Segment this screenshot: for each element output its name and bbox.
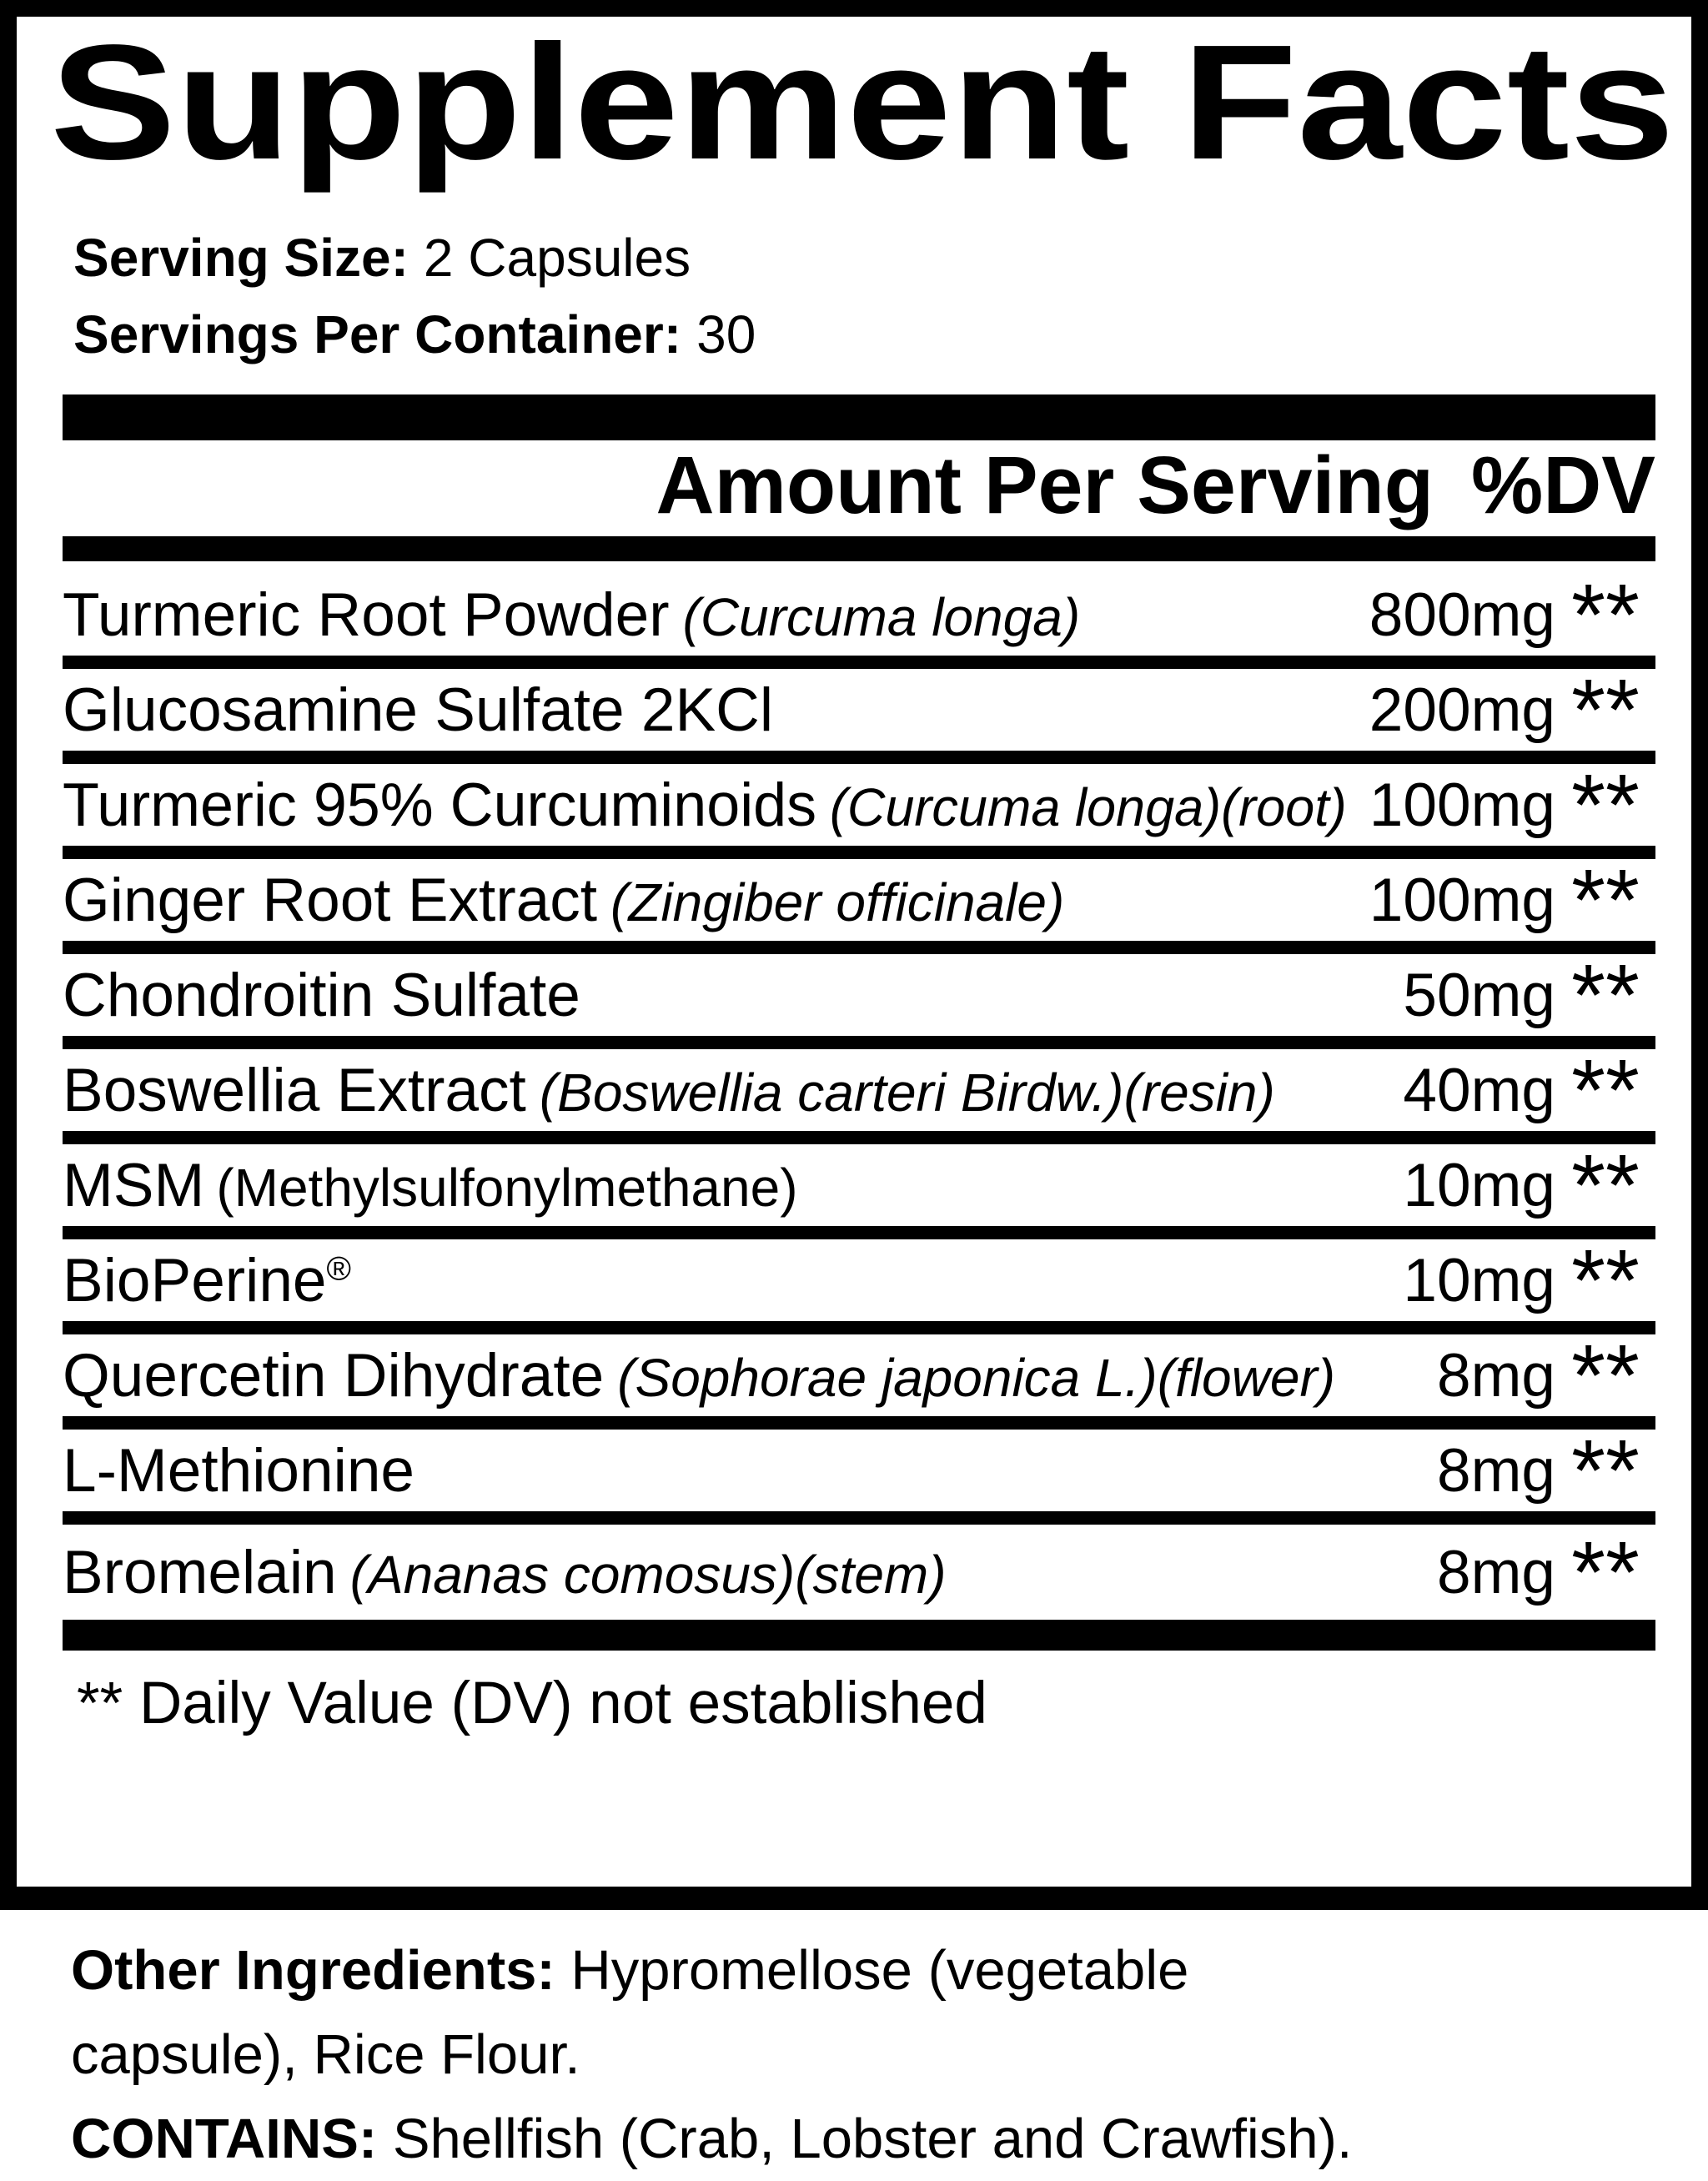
ingredient-name: L-Methionine [63, 1436, 415, 1505]
serving-size-label: Serving Size: [73, 228, 409, 288]
ingredient-name: BioPerine [63, 1246, 327, 1314]
contains-text: Shellfish (Crab, Lobster and Crawfish). [392, 2108, 1353, 2170]
table-row: Boswellia Extract (Boswellia carteri Bird… [63, 1041, 1655, 1144]
amount-value: 8mg [1436, 1341, 1555, 1410]
amount-value: 8mg [1436, 1538, 1555, 1606]
dv-value: ** [1571, 1523, 1640, 1621]
table-row: Ginger Root Extract (Zingiber officinale)… [63, 851, 1655, 954]
other-ingredients: Other Ingredients: Hypromellose (vegetab… [71, 1928, 1372, 2097]
amount-value: 50mg [1403, 961, 1555, 1029]
other-ingredients-text: Hypromellose (vegetable capsule), Rice F… [71, 1939, 1189, 2086]
botanical-name: (Curcuma longa)(root) [829, 776, 1347, 837]
ingredient-cell: Ginger Root Extract (Zingiber officinale) [63, 866, 1347, 935]
table-row: MSM (Methylsulfonylmethane) 10mg ** [63, 1136, 1655, 1239]
ingredient-cell: Glucosamine Sulfate 2KCl [63, 676, 1347, 745]
registered-mark: ® [326, 1250, 352, 1288]
ingredient-cell: Bromelain (Ananas comosus)(stem) [63, 1538, 1347, 1607]
thick-divider-top [63, 394, 1655, 440]
other-ingredients-label: Other Ingredients: [71, 1939, 555, 2002]
amount-per-serving-header: Amount Per Serving [656, 440, 1434, 530]
column-header: Amount Per Serving %DV [656, 439, 1655, 532]
ingredient-cell: MSM (Methylsulfonylmethane) [63, 1151, 1347, 1220]
dv-value: ** [1571, 1041, 1640, 1139]
ingredient-cell: Chondroitin Sulfate [63, 961, 1347, 1030]
dv-value: ** [1571, 946, 1640, 1044]
table-row: Turmeric Root Powder (Curcuma longa) 800m… [63, 565, 1655, 669]
ingredient-name: Turmeric Root Powder [63, 580, 670, 649]
ingredient-name: Bromelain [63, 1538, 337, 1606]
amount-value: 200mg [1369, 676, 1555, 744]
medium-divider [63, 536, 1655, 561]
amount-value: 8mg [1436, 1436, 1555, 1505]
servings-per-container-line: Servings Per Container: 30 [73, 304, 756, 365]
table-row: Quercetin Dihydrate (Sophorae japonica L.… [63, 1326, 1655, 1430]
table-row: Bromelain (Ananas comosus)(stem) 8mg ** [63, 1525, 1655, 1620]
dv-header: %DV [1471, 440, 1655, 530]
ingredient-name: Ginger Root Extract [63, 866, 598, 934]
dv-value: ** [1571, 1231, 1640, 1329]
dv-value: ** [1571, 661, 1640, 759]
ingredient-cell: L-Methionine [63, 1436, 1347, 1505]
ingredient-name: Quercetin Dihydrate [63, 1341, 605, 1410]
other-ingredients-section: Other Ingredients: Hypromellose (vegetab… [71, 1928, 1655, 2181]
serving-size-value: 2 Capsules [423, 228, 691, 288]
botanical-name: (Curcuma longa) [682, 586, 1081, 647]
thick-divider-bottom [63, 1620, 1655, 1651]
botanical-name: (Zingiber officinale) [610, 872, 1065, 932]
supplement-facts-panel: Supplement Facts Serving Size: 2 Capsules… [0, 0, 1708, 1910]
amount-value: 800mg [1369, 580, 1555, 649]
title-text: Supplement Facts [50, 27, 1675, 193]
table-row: Glucosamine Sulfate 2KCl 200mg ** [63, 661, 1655, 764]
table-row: BioPerine® 10mg ** [63, 1231, 1655, 1334]
contains-label: CONTAINS: [71, 2108, 378, 2170]
ingredient-name: Boswellia Extract [63, 1056, 526, 1124]
chemical-name: (Methylsulfonylmethane) [216, 1157, 798, 1218]
ingredient-cell: BioPerine® [63, 1246, 1347, 1315]
dv-value: ** [1571, 851, 1640, 949]
amount-value: 100mg [1369, 866, 1555, 934]
ingredient-name: Chondroitin Sulfate [63, 961, 580, 1029]
botanical-name: (Boswellia carteri Birdw.)(resin) [539, 1062, 1275, 1123]
amount-value: 10mg [1403, 1246, 1555, 1314]
amount-value: 100mg [1369, 771, 1555, 839]
ingredient-name: Glucosamine Sulfate 2KCl [63, 676, 774, 744]
contains-statement: CONTAINS: Shellfish (Crab, Lobster and C… [71, 2097, 1655, 2181]
dv-value: ** [1571, 1421, 1640, 1520]
serving-size-line: Serving Size: 2 Capsules [73, 227, 691, 289]
ingredient-cell: Boswellia Extract (Boswellia carteri Bird… [63, 1056, 1347, 1125]
ingredient-name: Turmeric 95% Curcuminoids [63, 771, 817, 839]
amount-value: 40mg [1403, 1056, 1555, 1124]
dv-value: ** [1571, 1136, 1640, 1234]
dv-value: ** [1571, 565, 1640, 664]
ingredients-table: Turmeric Root Powder (Curcuma longa) 800m… [63, 565, 1655, 1651]
servings-per-container-value: 30 [696, 304, 756, 364]
botanical-name: (Sophorae japonica L.)(flower) [617, 1347, 1336, 1408]
ingredient-name: MSM [63, 1151, 205, 1219]
dv-value: ** [1571, 1326, 1640, 1425]
ingredient-cell: Turmeric 95% Curcuminoids (Curcuma longa)… [63, 771, 1347, 840]
ingredient-cell: Quercetin Dihydrate (Sophorae japonica L.… [63, 1341, 1347, 1410]
table-row: Turmeric 95% Curcuminoids (Curcuma longa)… [63, 756, 1655, 859]
dv-value: ** [1571, 756, 1640, 854]
botanical-name: (Ananas comosus)(stem) [349, 1544, 947, 1605]
table-row: L-Methionine 8mg ** [63, 1421, 1655, 1525]
title: Supplement Facts [50, 27, 1675, 193]
table-row: Chondroitin Sulfate 50mg ** [63, 946, 1655, 1049]
amount-value: 10mg [1403, 1151, 1555, 1219]
dv-footnote: ** Daily Value (DV) not established [77, 1671, 987, 1736]
ingredient-cell: Turmeric Root Powder (Curcuma longa) [63, 580, 1347, 650]
servings-per-container-label: Servings Per Container: [73, 304, 682, 364]
